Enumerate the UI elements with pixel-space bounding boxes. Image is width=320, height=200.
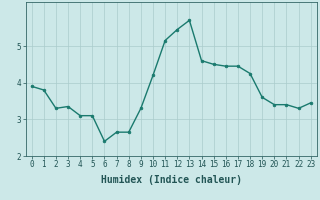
X-axis label: Humidex (Indice chaleur): Humidex (Indice chaleur) [101,175,242,185]
